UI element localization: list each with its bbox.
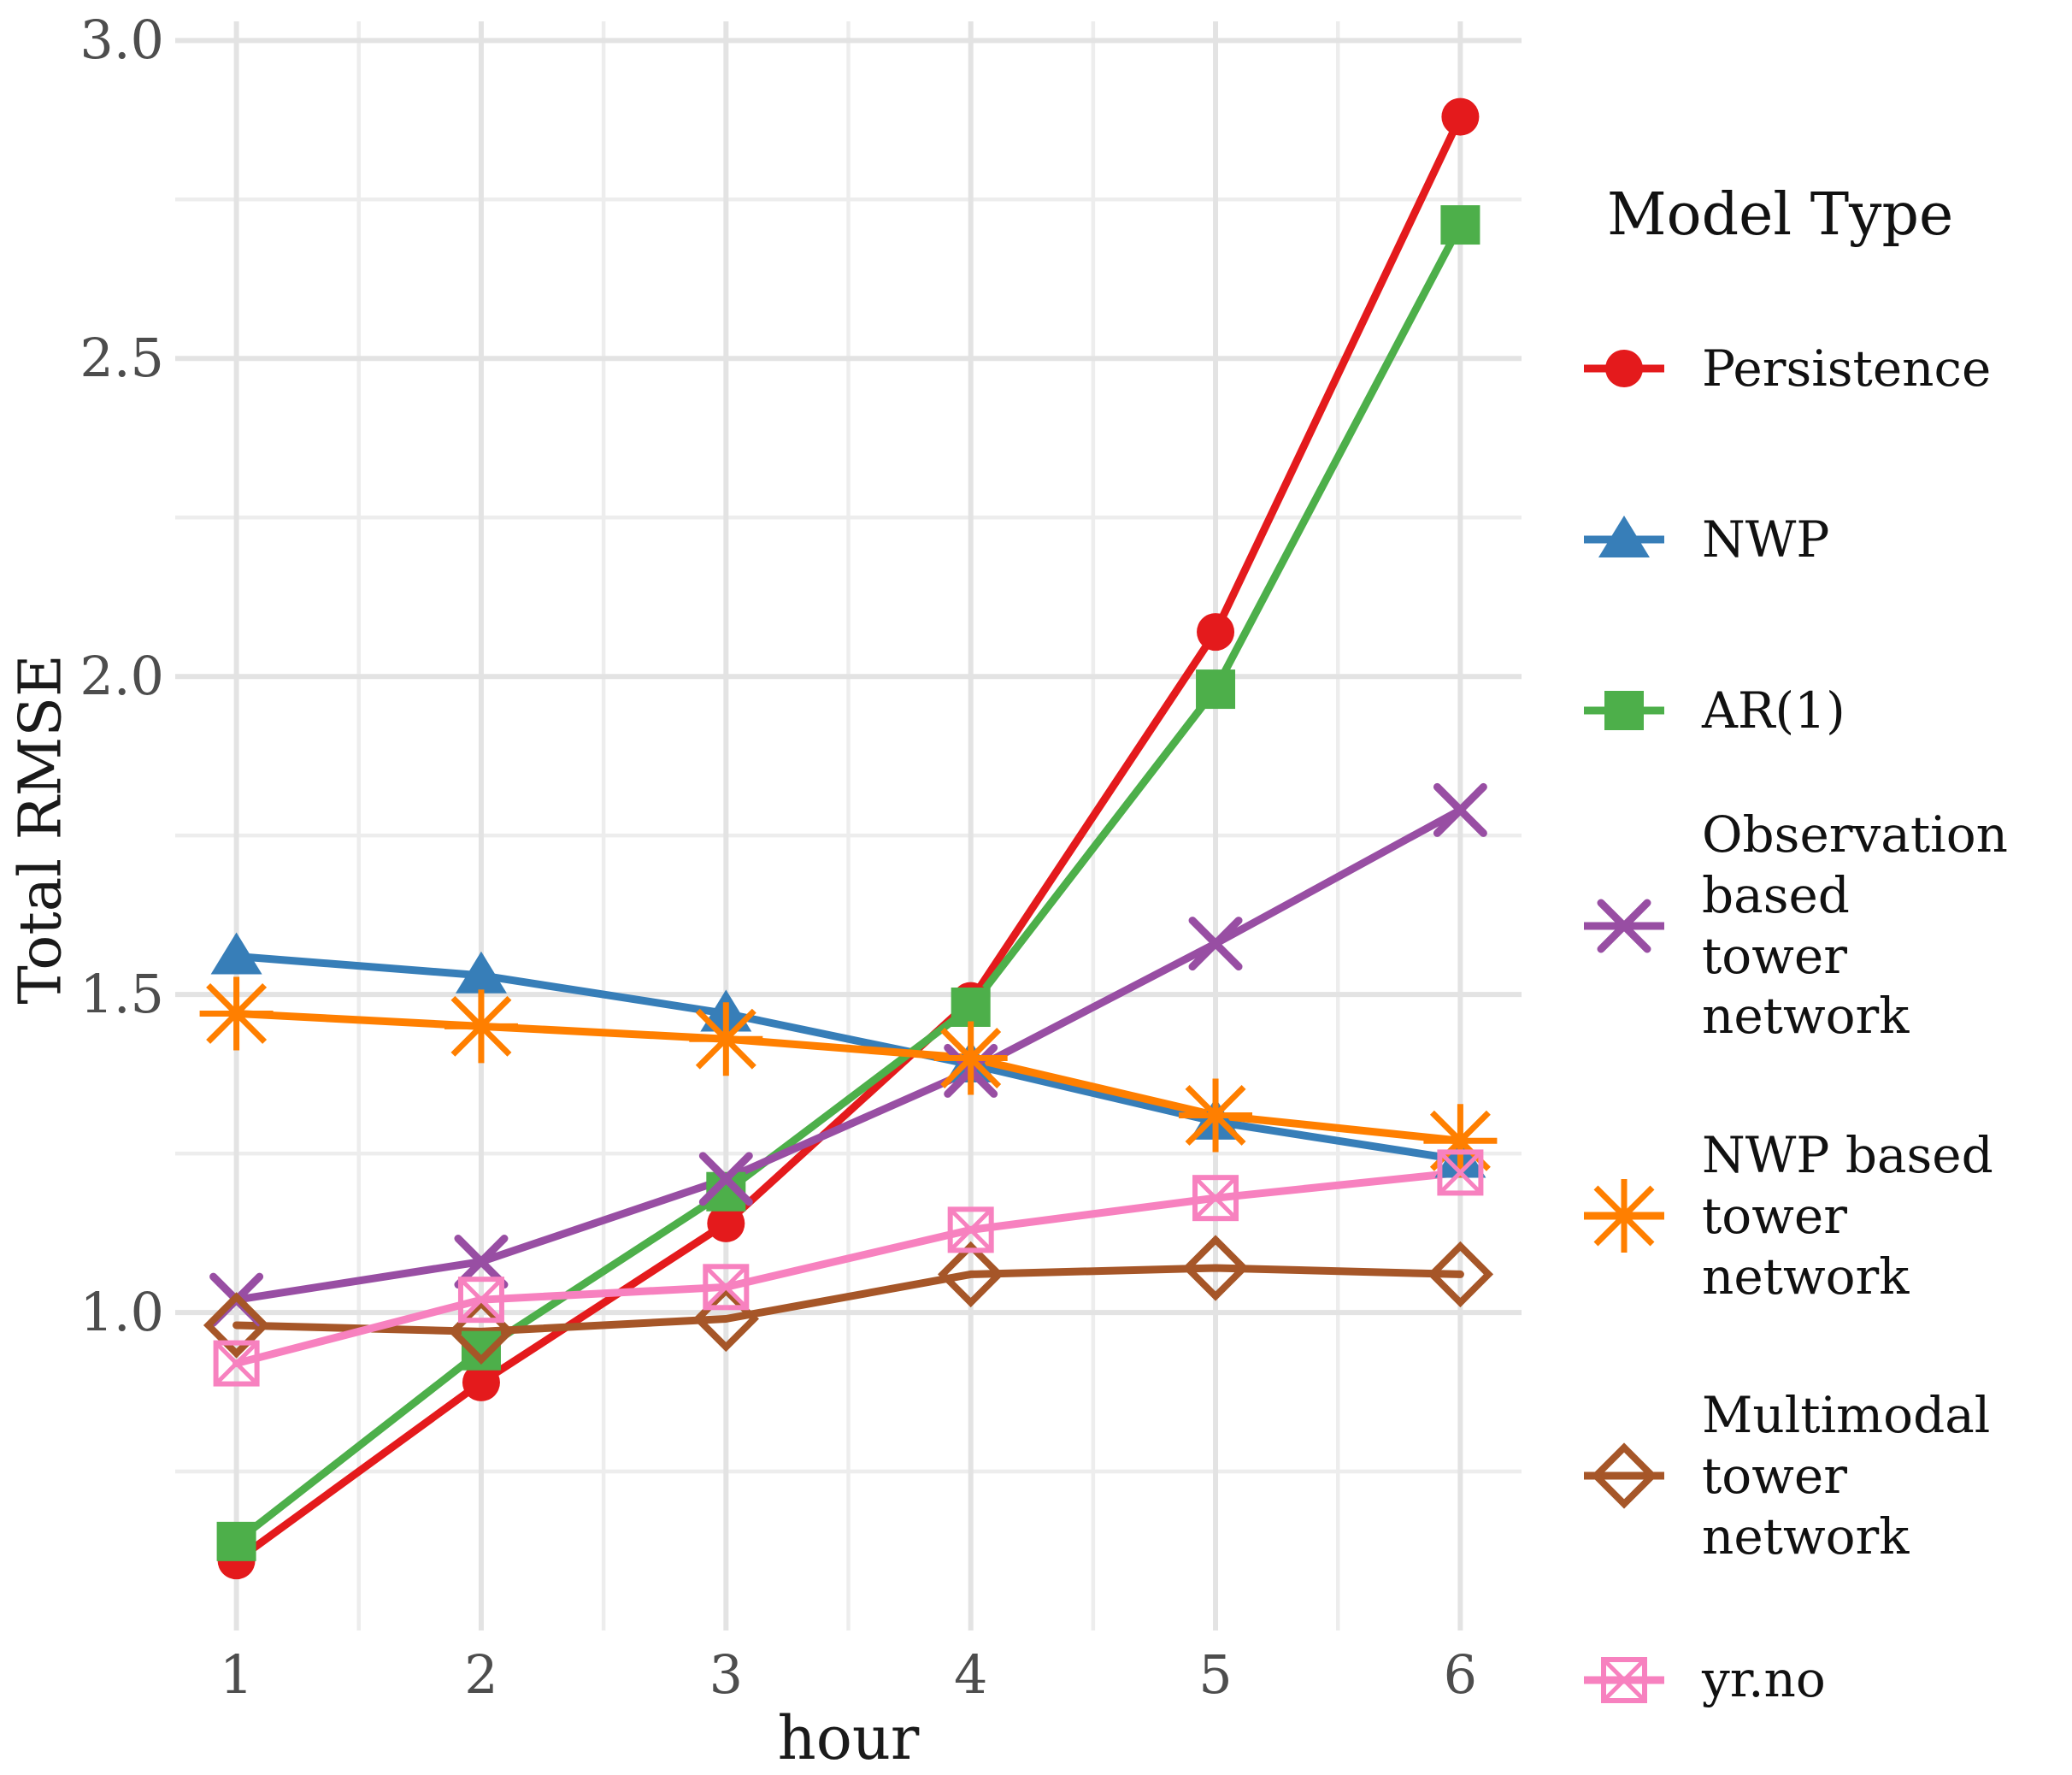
marker-square-icon [1440,205,1480,245]
marker-diamond-open-icon [203,1292,270,1359]
legend-key-square-icon [1584,691,1664,730]
legend: Model Type Persistence NWP AR(1) Observatio… [1577,181,2064,1721]
x-tick-label: 2 [464,1643,498,1706]
marker-square-icon [1196,669,1236,710]
legend-key-square-x-icon [1584,1656,1664,1703]
marker-asterisk-icon [199,976,274,1051]
x-axis-title: hour [777,1703,920,1773]
marker-square-x-icon [703,1264,750,1311]
marker-asterisk-icon [1179,1078,1253,1153]
x-tick-label: 3 [709,1643,744,1706]
series-line-persistence [233,113,1464,1565]
marker-x-icon [1188,917,1243,971]
series-line-observation-based-tower-network [233,805,1464,1304]
x-tick-label: 1 [219,1643,254,1706]
legend-key-circle-icon [1584,350,1664,387]
legend-key-asterisk-icon [1584,1179,1664,1253]
x-tick-label: 6 [1443,1643,1478,1706]
marker-square-x-icon [947,1206,994,1253]
legend-title: Model Type [1607,181,1954,249]
legend-item-label: AR(1) [1702,681,1845,740]
marker-asterisk-icon [444,989,518,1064]
series-markers [199,97,1498,1580]
marker-square-x-icon [213,1340,260,1387]
legend-key-triangle-icon [1584,516,1664,557]
marker-square-icon [216,1521,256,1561]
legend-item: Multimodal tower network [1577,1385,2064,1566]
marker-square-x-icon [1192,1175,1239,1222]
marker-triangle-icon [455,951,507,994]
series-line-yr-no [233,1168,1464,1368]
legend-item: Observation based tower network [1577,805,2064,1047]
y-tick-label: 3.0 [79,9,164,72]
series-line-nwp-based-tower-network [233,1009,1464,1145]
marker-diamond-open-icon [1182,1235,1249,1301]
legend-item: NWP [1577,498,2064,581]
marker-x-icon [1433,782,1487,837]
legend-item: AR(1) [1577,669,2064,752]
grid-minor [175,21,1522,1631]
legend-item-label: yr.no [1702,1650,1826,1709]
legend-item: Persistence [1577,327,2064,410]
marker-square-x-icon [1437,1149,1484,1196]
x-tick-label: 4 [953,1643,988,1706]
y-tick-label: 2.5 [79,327,164,390]
grid-major [175,21,1522,1631]
y-tick-label: 2.0 [79,645,164,708]
marker-diamond-open-icon [1591,1442,1657,1510]
legend-item-label: Observation based tower network [1702,805,2008,1046]
marker-x-icon [698,1152,753,1206]
marker-x-icon [1597,899,1651,952]
legend-key-x-icon [1584,899,1664,952]
legend-item: NWP based tower network [1577,1125,2064,1306]
marker-circle-icon [462,1363,500,1401]
marker-circle-icon [1197,613,1235,652]
marker-asterisk-icon [1587,1179,1661,1253]
marker-circle-icon [707,1204,745,1242]
marker-asterisk-icon [933,1021,1008,1095]
marker-circle-icon [1605,350,1643,387]
series-line-ar-1- [233,221,1464,1546]
legend-key-diamond-open-icon [1584,1442,1664,1510]
marker-square-icon [1604,691,1644,730]
y-tick-label: 1.0 [79,1281,164,1344]
marker-diamond-open-icon [1427,1241,1494,1308]
legend-item-label: NWP [1702,510,1830,569]
marker-asterisk-icon [1423,1104,1498,1178]
marker-asterisk-icon [689,1002,763,1076]
marker-triangle-icon [210,932,262,975]
series-line-nwp [233,952,1464,1165]
legend-item-label: NWP based tower network [1702,1126,1993,1306]
marker-square-x-icon [1601,1656,1647,1703]
marker-square-icon [951,988,991,1028]
marker-triangle-icon [1598,516,1650,557]
legend-item: yr.no [1577,1639,2064,1721]
series-line-multimodal-tower-network [233,1264,1464,1336]
marker-diamond-open-icon [938,1241,1004,1308]
x-tick-label: 5 [1198,1643,1233,1706]
y-tick-label: 1.5 [79,963,164,1026]
legend-items: Persistence NWP AR(1) Observation based tow… [1577,327,2064,1721]
marker-circle-icon [1441,97,1480,136]
marker-square-x-icon [457,1277,504,1324]
legend-item-label: Persistence [1702,339,1992,398]
legend-item-label: Multimodal tower network [1702,1386,1991,1566]
series-lines [233,113,1464,1565]
